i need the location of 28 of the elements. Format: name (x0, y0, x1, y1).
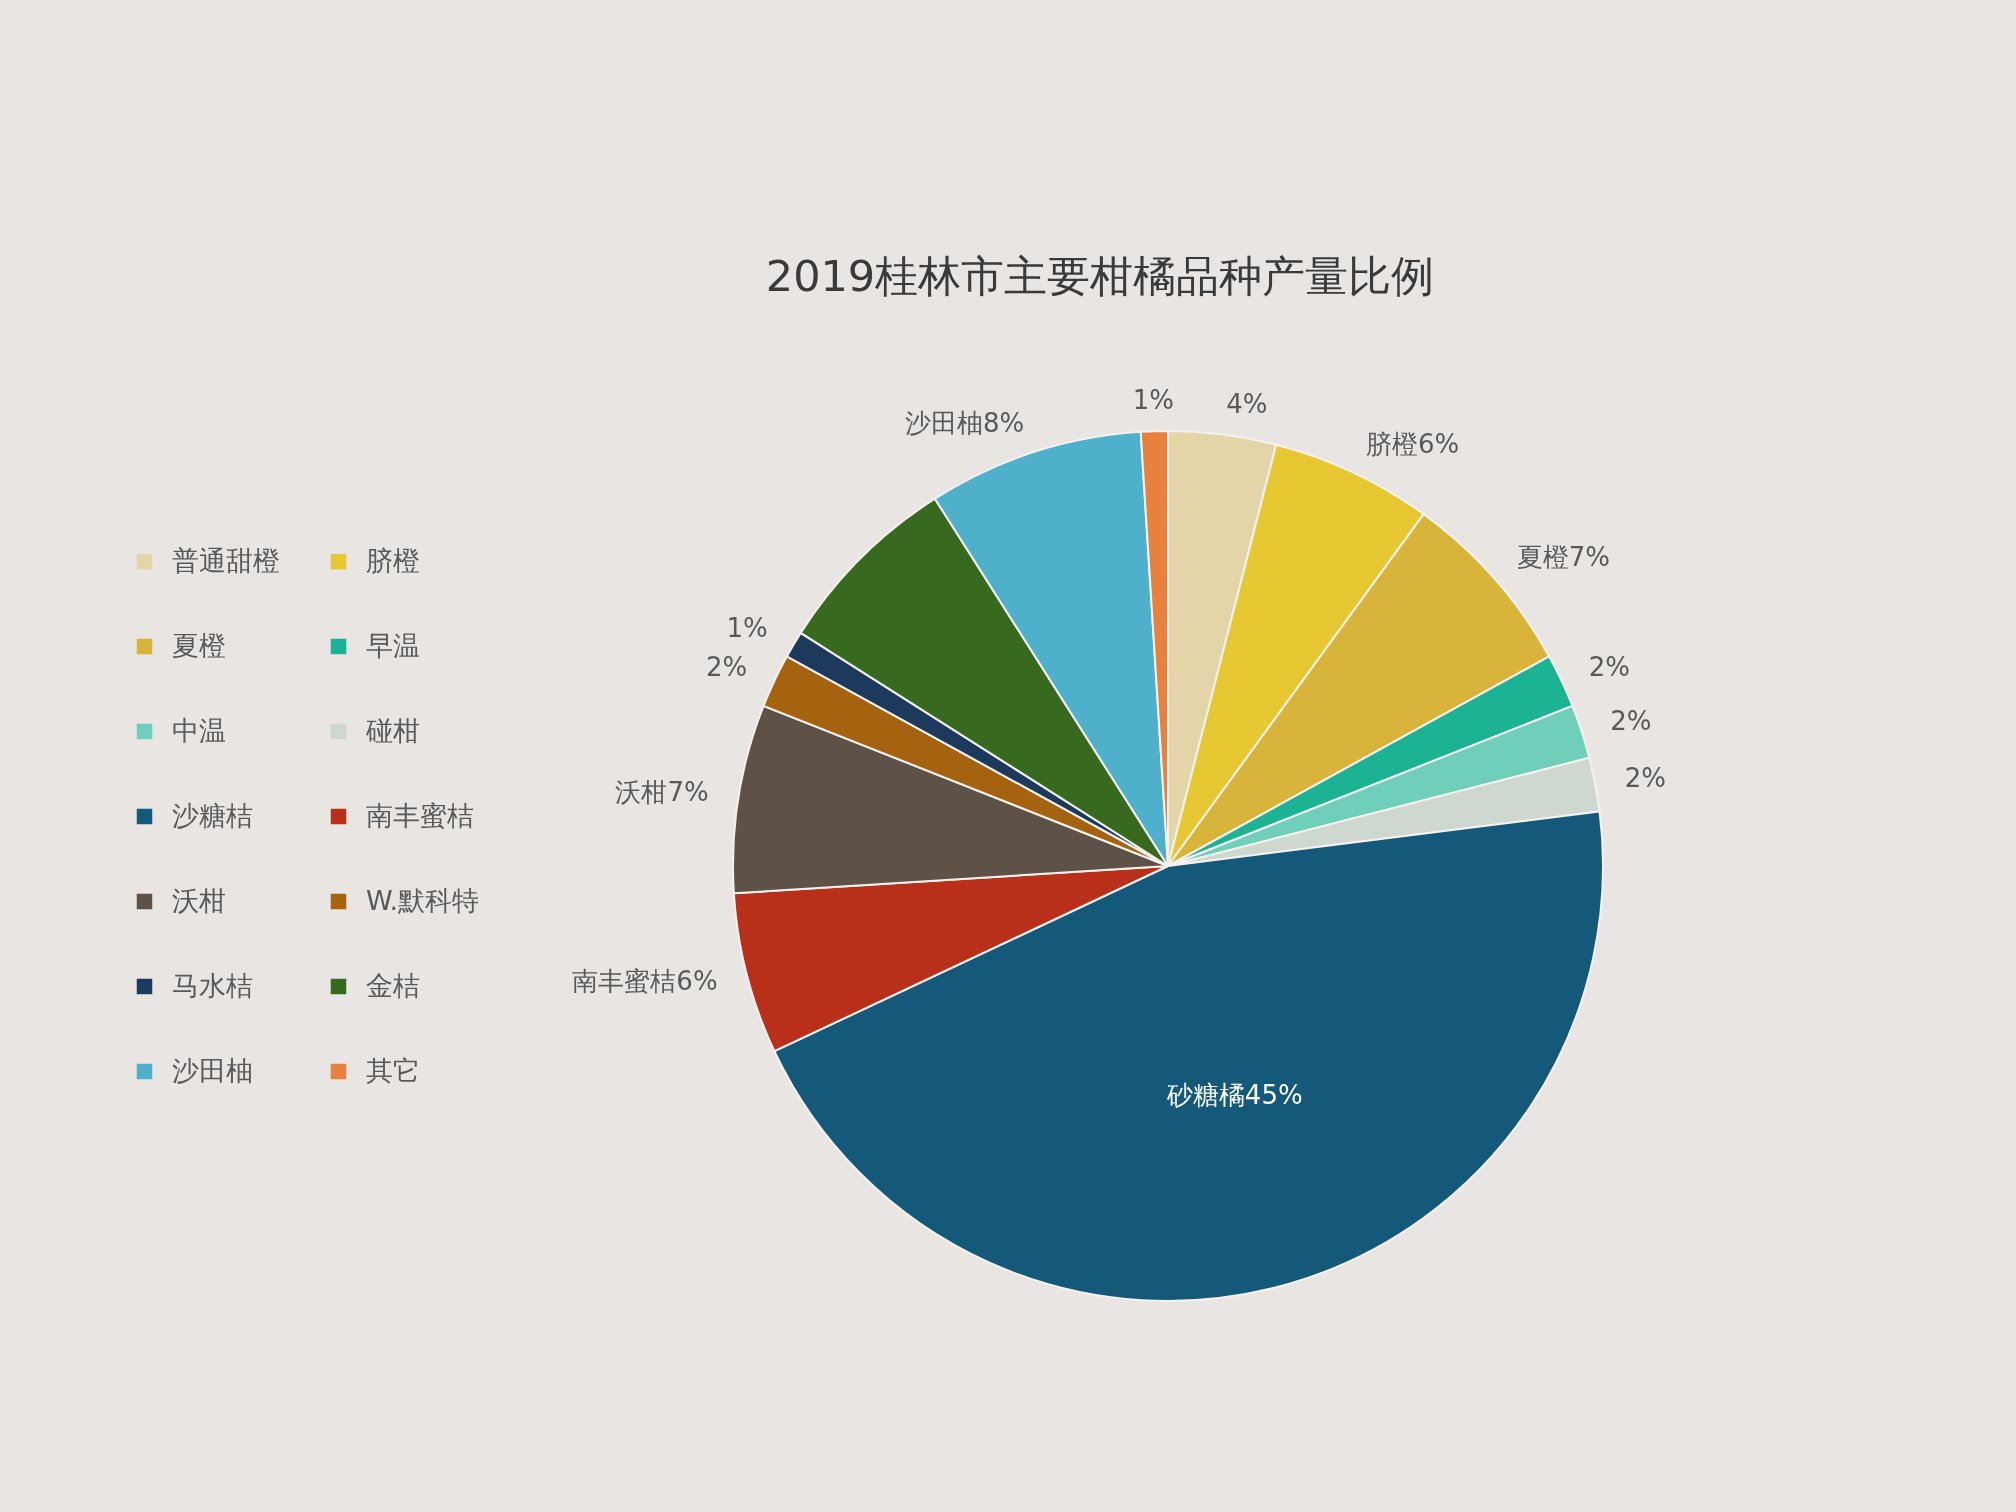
legend-label: 南丰蜜桔 (366, 799, 474, 831)
data-label: 砂糖橘45% (1165, 1079, 1303, 1110)
legend-label: 中温 (172, 714, 226, 746)
legend-label: 沙糖桔 (172, 799, 253, 831)
data-label: 夏橙7% (1516, 542, 1611, 573)
data-label: 2% (706, 652, 748, 683)
legend-label: 沃柑 (172, 884, 226, 916)
data-label: 2% (1588, 652, 1630, 683)
legend-label: 夏橙 (172, 629, 226, 661)
data-label: 南丰蜜桔6% (572, 965, 718, 996)
data-label: 4% (1226, 388, 1268, 419)
data-label: 1% (726, 613, 768, 644)
legend-label: 其它 (366, 1054, 420, 1086)
data-label: 沙田柚8% (905, 407, 1025, 438)
legend-label: 金桔 (366, 969, 420, 1001)
chart-title: 2019桂林市主要柑橘品种产量比例 (765, 251, 1435, 301)
legend-label: 普通甜橙 (172, 544, 280, 576)
data-label: 脐橙6% (1365, 429, 1460, 460)
legend-label: W.默科特 (366, 884, 480, 916)
legend-label: 早温 (366, 629, 420, 661)
legend-label: 碰柑 (365, 714, 420, 746)
legend-label: 马水桔 (172, 969, 253, 1001)
data-label: 1% (1132, 385, 1175, 416)
data-label: 2% (1624, 762, 1667, 793)
data-label: 2% (1610, 706, 1652, 737)
data-label: 沃柑7% (615, 777, 709, 808)
legend-label: 沙田柚 (172, 1054, 253, 1086)
legend-label: 脐橙 (366, 544, 420, 576)
